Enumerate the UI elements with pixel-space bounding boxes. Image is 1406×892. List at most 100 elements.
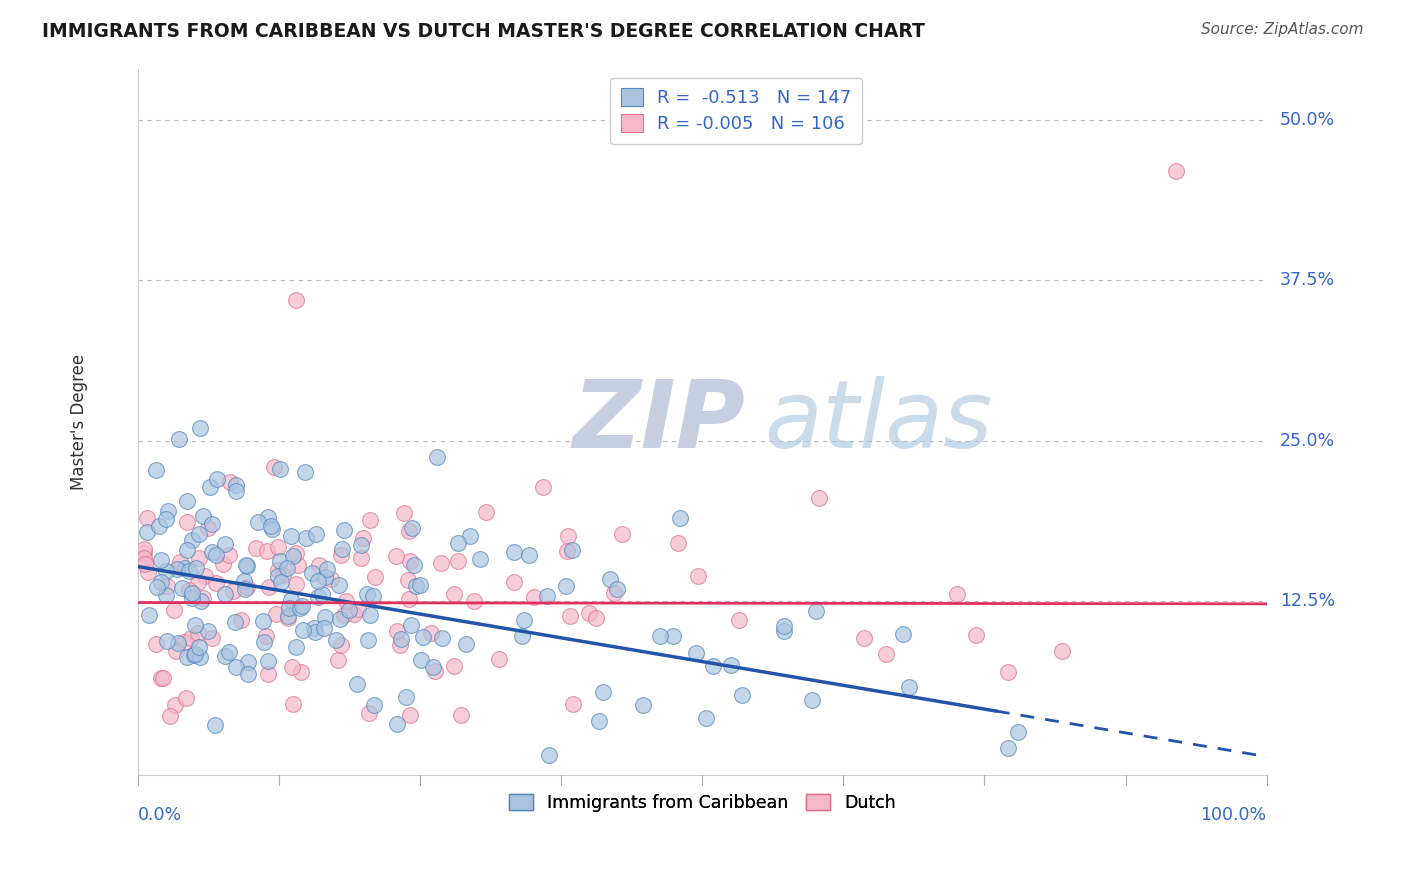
Point [176,650,198,665]
Point [329,638,352,652]
Point [426,450,449,464]
Point [308,558,330,572]
Point [235,558,257,572]
Point [311,587,333,601]
Text: 0.0%: 0.0% [138,806,183,824]
Point [1166,164,1188,178]
Point [731,688,754,702]
Point [256,654,278,668]
Point [1007,725,1029,739]
Point [363,570,385,584]
Point [260,519,283,533]
Point [201,545,224,559]
Point [447,536,470,550]
Point [260,522,283,536]
Point [281,698,304,712]
Point [177,565,200,579]
Point [356,633,378,648]
Point [276,560,298,574]
Point [533,480,555,494]
Point [218,548,240,562]
Point [187,527,209,541]
Point [335,593,357,607]
Point [852,631,875,645]
Point [184,617,207,632]
Point [702,659,724,673]
Point [666,536,689,550]
Point [263,460,285,475]
Point [314,610,336,624]
Point [156,504,179,518]
Text: Master's Degree: Master's Degree [69,353,87,490]
Point [585,611,607,625]
Text: IMMIGRANTS FROM CARIBBEAN VS DUTCH MASTER'S DEGREE CORRELATION CHART: IMMIGRANTS FROM CARIBBEAN VS DUTCH MASTE… [42,22,925,41]
Point [191,509,214,524]
Point [488,652,510,666]
Point [252,614,274,628]
Point [304,625,326,640]
Point [385,624,408,638]
Point [180,533,202,547]
Point [1050,644,1073,658]
Point [875,647,897,661]
Point [285,293,308,307]
Point [264,607,287,621]
Point [685,646,707,660]
Text: 50.0%: 50.0% [1279,111,1336,128]
Point [155,564,177,578]
Point [801,693,824,707]
Point [329,612,352,626]
Point [136,510,159,524]
Point [236,558,259,573]
Point [359,607,381,622]
Point [447,554,470,568]
Point [523,590,546,604]
Point [804,604,827,618]
Point [337,603,360,617]
Point [302,620,325,634]
Point [176,542,198,557]
Point [181,591,204,606]
Point [603,586,626,600]
Point [405,579,427,593]
Text: atlas: atlas [765,376,993,467]
Point [359,513,381,527]
Point [316,561,339,575]
Point [561,543,583,558]
Point [225,478,247,492]
Text: ZIP: ZIP [572,376,745,467]
Point [394,506,416,520]
Point [558,608,581,623]
Point [207,472,229,486]
Point [145,463,167,477]
Point [401,520,423,534]
Point [412,630,434,644]
Point [245,541,267,555]
Point [695,711,717,725]
Point [183,648,205,663]
Point [267,541,290,555]
Point [165,644,187,658]
Point [218,645,240,659]
Point [536,589,558,603]
Point [891,627,914,641]
Point [290,600,312,615]
Text: 12.5%: 12.5% [1279,592,1336,610]
Point [197,521,219,535]
Point [256,667,278,681]
Point [399,617,422,632]
Point [325,632,347,647]
Point [519,548,541,562]
Point [200,516,222,531]
Point [404,558,426,572]
Point [513,613,536,627]
Point [156,633,179,648]
Point [132,546,155,560]
Point [169,433,191,447]
Point [150,553,173,567]
Point [294,465,316,479]
Point [159,709,181,723]
Point [188,649,211,664]
Point [610,527,633,541]
Point [187,550,209,565]
